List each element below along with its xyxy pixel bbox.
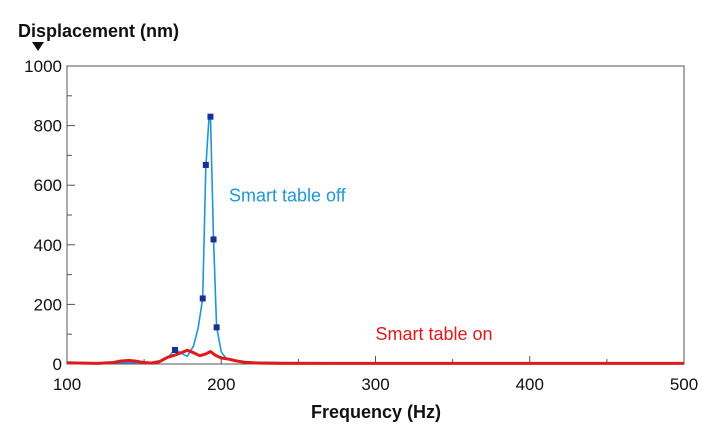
data-point-marker — [199, 295, 206, 302]
y-tick-label: 1000 — [24, 57, 62, 76]
y-tick-label: 200 — [34, 295, 62, 314]
data-point-marker — [213, 324, 220, 331]
y-tick-label: 400 — [34, 236, 62, 255]
data-point-marker — [171, 346, 178, 353]
data-point-marker — [207, 113, 214, 120]
y-tick-label: 0 — [53, 355, 62, 374]
x-tick-label: 100 — [53, 375, 81, 394]
series-line-smart-table-on — [66, 348, 684, 365]
x-tick-label: 300 — [361, 375, 389, 394]
x-tick-label: 200 — [207, 375, 235, 394]
x-axis-title: Frequency (Hz) — [311, 402, 441, 422]
plot-axes: 0 200 400 600 800 1000 100 200 300 400 500 — [24, 57, 698, 394]
y-tick-label: 600 — [34, 176, 62, 195]
data-point-marker — [202, 161, 209, 168]
y-axis-arrow-icon — [32, 42, 44, 51]
plot-marks: Smart table off Smart table on — [66, 113, 684, 365]
y-tick-label: 800 — [34, 117, 62, 136]
x-tick-label: 400 — [516, 375, 544, 394]
plot-frame — [66, 65, 685, 365]
series-label-smart-table-on: Smart table on — [376, 324, 493, 344]
data-point-marker — [210, 236, 217, 243]
series-label-smart-table-off: Smart table off — [229, 186, 347, 206]
x-tick-label: 500 — [670, 375, 698, 394]
y-axis-title: Displacement (nm) — [18, 21, 179, 41]
